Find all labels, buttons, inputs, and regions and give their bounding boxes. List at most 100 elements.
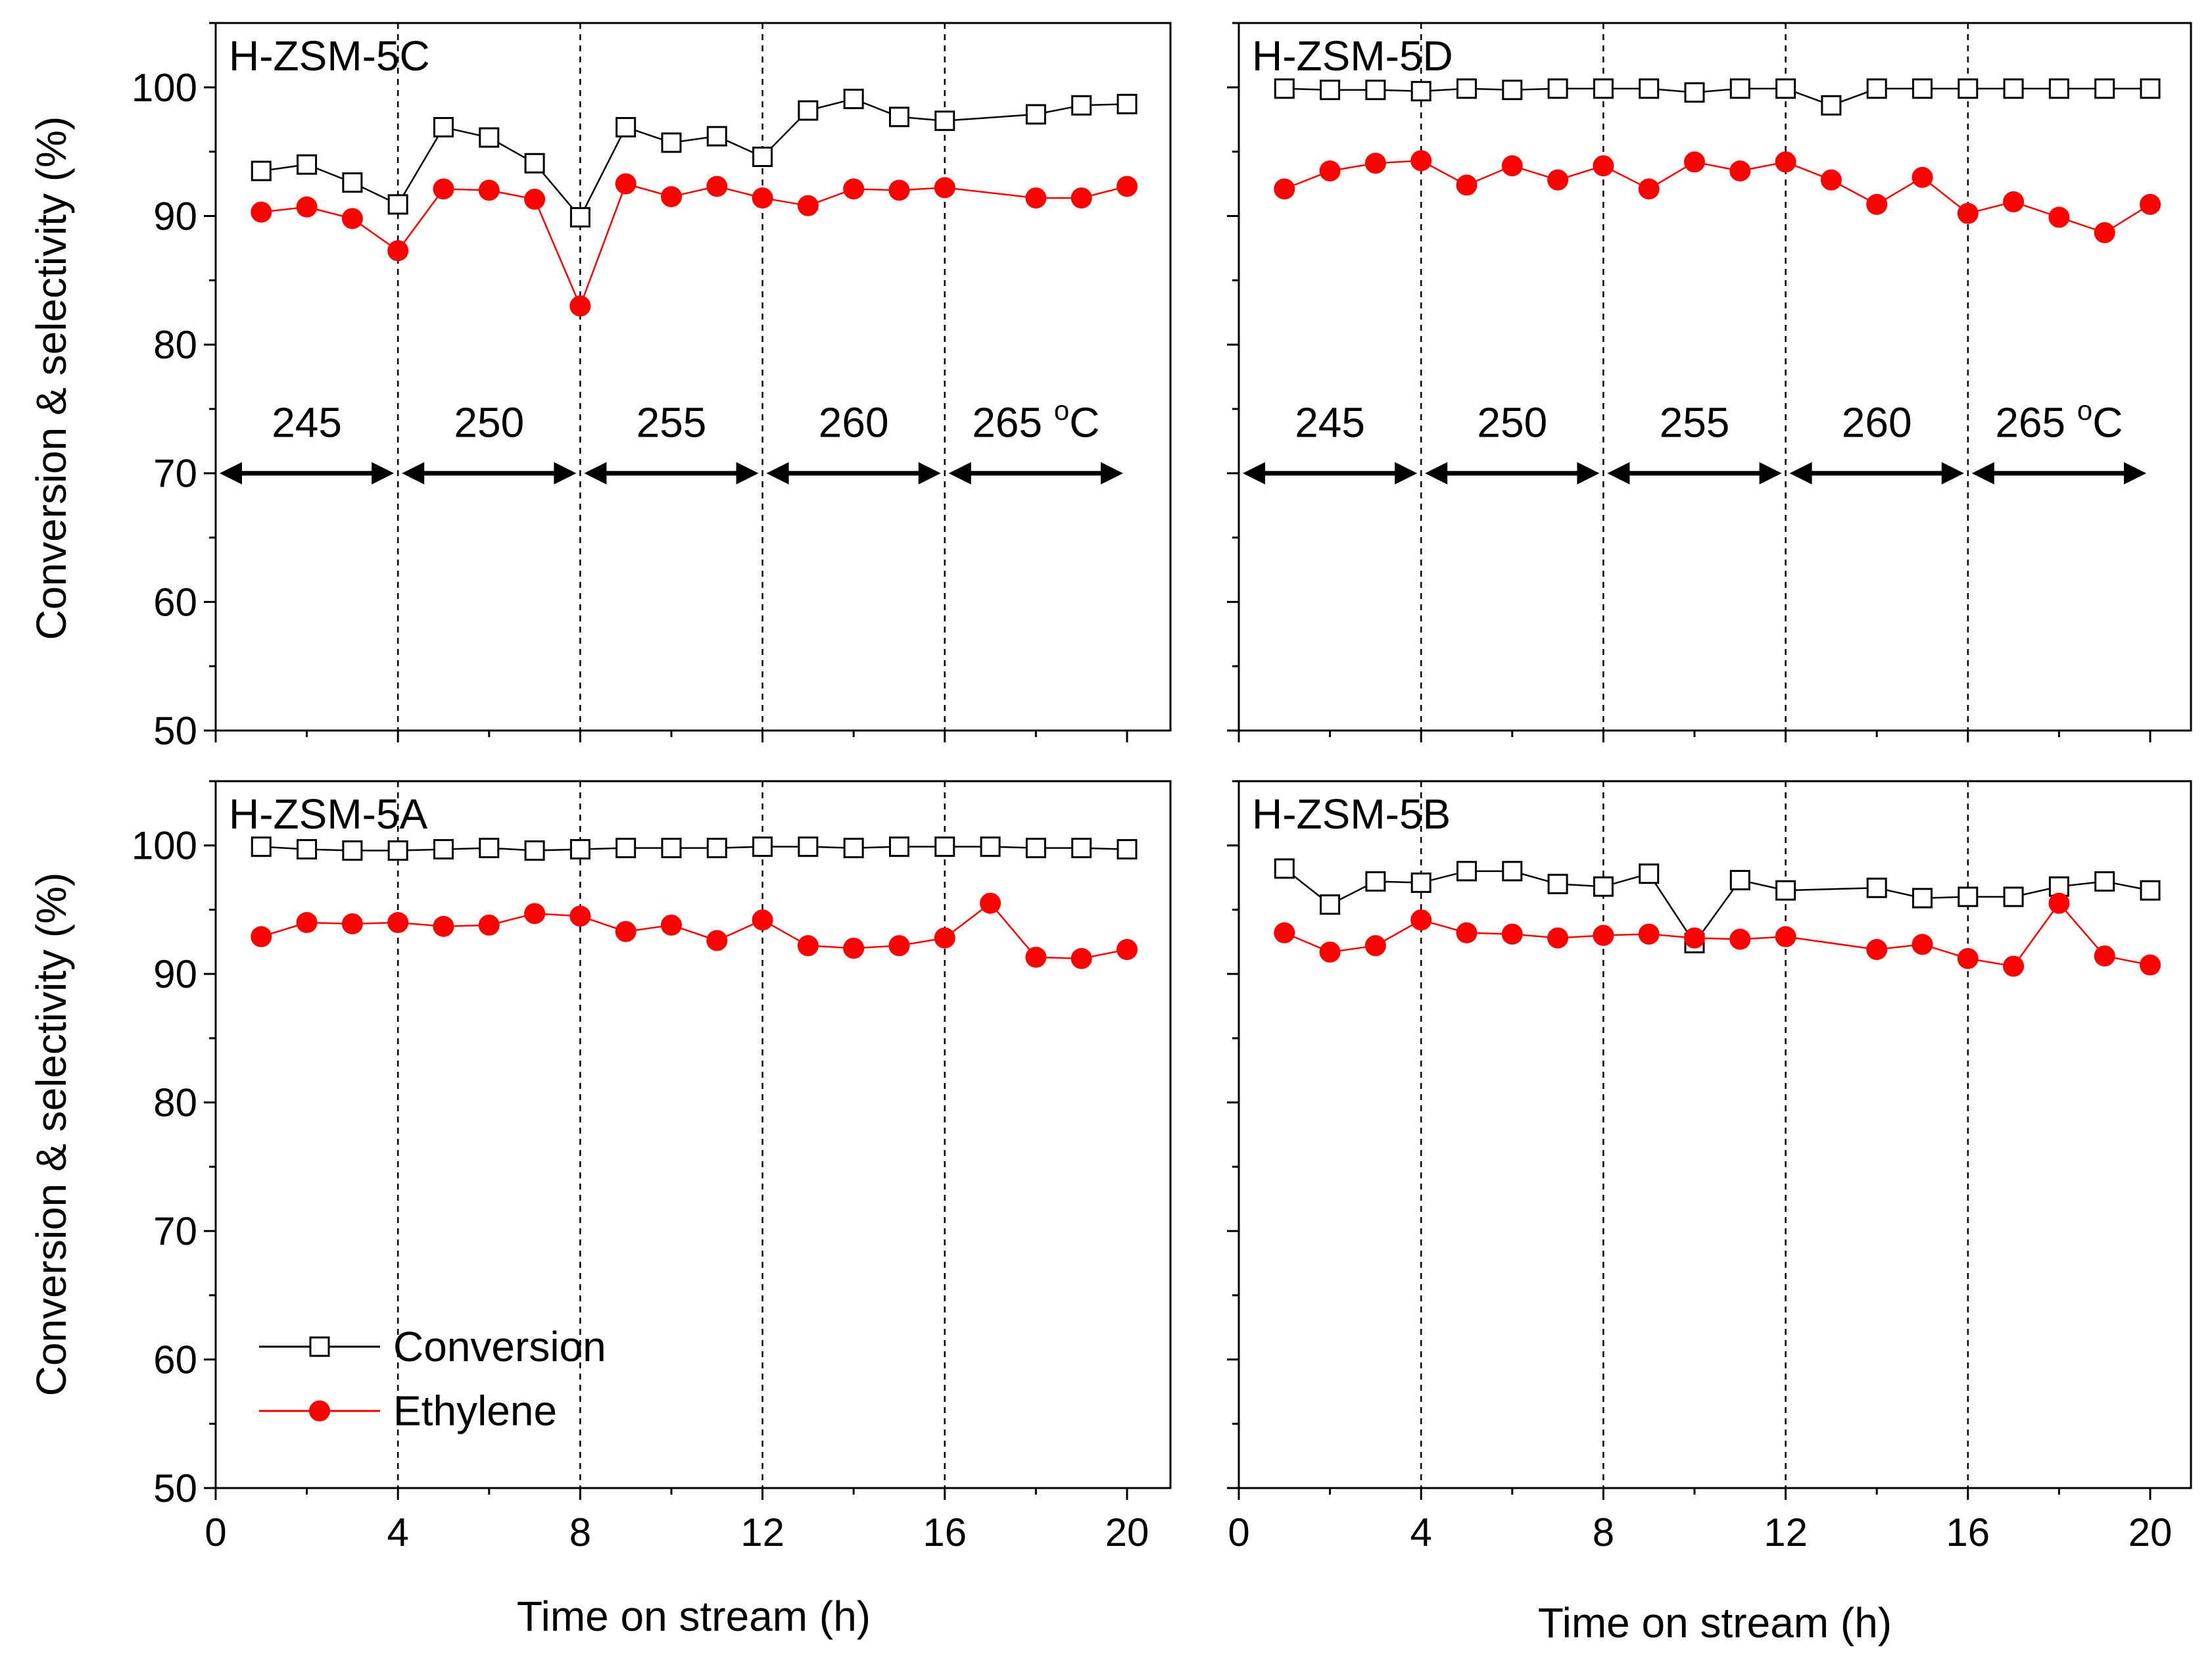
data-point xyxy=(1025,946,1047,968)
data-point xyxy=(1501,155,1523,177)
data-point xyxy=(934,836,955,857)
series-conversion xyxy=(1274,78,2161,116)
data-point xyxy=(797,195,819,216)
data-point xyxy=(888,935,910,957)
data-point xyxy=(341,913,363,934)
data-point xyxy=(934,177,955,199)
data-point xyxy=(1364,935,1386,957)
data-point xyxy=(524,153,545,174)
temperature-range-arrow xyxy=(1425,462,1600,485)
data-point xyxy=(2048,892,2070,914)
arrow-head-left xyxy=(766,462,789,485)
plot-frame xyxy=(1238,780,2192,1489)
x-tick-label: 16 xyxy=(923,1510,967,1554)
data-point xyxy=(1547,169,1569,191)
data-point xyxy=(1958,78,1979,99)
data-point xyxy=(798,836,819,857)
data-point xyxy=(1866,193,1888,215)
data-point xyxy=(1274,858,1295,879)
data-point xyxy=(2003,191,2025,212)
data-point xyxy=(934,110,955,132)
data-point xyxy=(251,201,272,223)
data-point xyxy=(1775,78,1796,99)
legend-label: Ethylene xyxy=(393,1387,557,1435)
y-tick-label: 100 xyxy=(132,824,197,868)
data-point xyxy=(1070,187,1092,209)
series-conversion xyxy=(251,836,1138,861)
temperature-range-label: 260 xyxy=(1842,399,1912,446)
panel-title: H-ZSM-5A xyxy=(229,790,428,838)
data-point xyxy=(1911,166,1933,188)
data-point xyxy=(1820,169,1842,191)
temperature-range-arrow xyxy=(1971,462,2146,485)
data-point xyxy=(342,172,363,193)
data-point xyxy=(706,838,727,859)
x-tick-label: 4 xyxy=(387,1510,409,1554)
x-tick-label: 8 xyxy=(569,1510,591,1554)
legend: Conversion Ethylene xyxy=(259,1323,606,1435)
data-point xyxy=(1729,870,1750,890)
data-point xyxy=(1319,160,1341,181)
data-point xyxy=(980,892,1001,914)
data-point xyxy=(1912,888,1933,909)
data-point xyxy=(1456,861,1477,882)
data-point xyxy=(2048,206,2070,228)
data-point xyxy=(1684,151,1705,173)
data-point xyxy=(752,146,773,167)
data-point xyxy=(843,938,865,959)
plot-frame xyxy=(1238,22,2192,732)
x-tick-label: 0 xyxy=(1228,1510,1249,1554)
data-point xyxy=(1320,80,1341,101)
plot-frame xyxy=(214,22,1172,732)
arrow-head-right xyxy=(1395,462,1418,485)
data-point xyxy=(2003,886,2024,907)
panel-title: H-ZSM-5B xyxy=(1252,790,1451,838)
x-tick-label: 4 xyxy=(1410,1510,1432,1554)
data-point xyxy=(1456,174,1478,196)
data-point xyxy=(1501,923,1523,945)
data-point xyxy=(1593,876,1614,897)
y-tick-label: 80 xyxy=(153,323,197,367)
plot-frame xyxy=(214,780,1172,1489)
data-point xyxy=(2003,955,2025,977)
data-point xyxy=(1593,925,1614,946)
chart-panel-4: 0 4 8 12 16 20 H-ZSM-5B xyxy=(1227,780,2192,1554)
data-point xyxy=(615,173,637,195)
temperature-range-label: 250 xyxy=(1477,399,1547,446)
data-point xyxy=(1117,839,1138,860)
data-point xyxy=(1117,176,1138,197)
data-point xyxy=(1957,948,1979,969)
data-point xyxy=(888,180,910,201)
temperature-range-label: 245 xyxy=(1295,399,1365,446)
data-point xyxy=(1639,78,1660,99)
data-point xyxy=(752,836,773,857)
legend-marker xyxy=(309,1336,330,1357)
y-tick-label: 70 xyxy=(153,452,197,496)
temperature-range-arrow xyxy=(220,462,395,485)
data-point xyxy=(433,915,454,937)
temperature-range-label: 250 xyxy=(454,399,524,446)
data-point xyxy=(1684,82,1705,103)
series-ethylene xyxy=(1274,892,2161,977)
data-point xyxy=(296,912,318,933)
data-point xyxy=(889,107,909,128)
data-point xyxy=(1117,93,1138,114)
x-tick-label: 16 xyxy=(1946,1510,1990,1554)
data-point xyxy=(798,100,819,121)
data-point xyxy=(2140,880,2161,901)
data-point xyxy=(1957,203,1979,224)
data-point xyxy=(2048,876,2069,897)
data-point xyxy=(706,176,728,197)
chart-panel-2: 245 250 255 260 265 oC H-ZSM-5D xyxy=(1227,22,2192,742)
data-point xyxy=(1866,78,1887,99)
data-point xyxy=(1547,873,1568,894)
arrow-head-right xyxy=(918,462,941,485)
data-point xyxy=(615,921,637,942)
data-point xyxy=(661,914,682,936)
data-point xyxy=(1866,939,1888,961)
x-tick-label: 12 xyxy=(740,1510,784,1554)
data-point xyxy=(1775,880,1796,901)
data-point xyxy=(1410,81,1431,102)
arrow-head-left xyxy=(1425,462,1448,485)
